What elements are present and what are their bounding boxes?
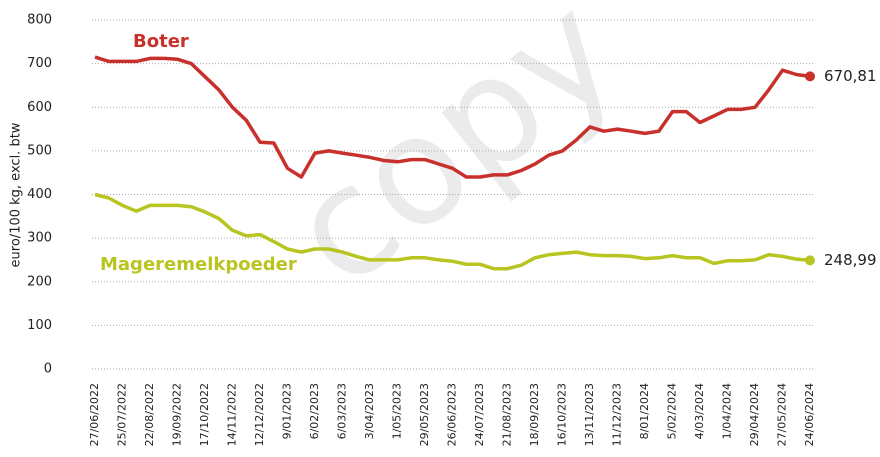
x-tick-label: 16/10/2023 bbox=[556, 383, 569, 446]
y-tick-label: 200 bbox=[27, 274, 52, 289]
series-line bbox=[94, 192, 811, 271]
x-tick-label: 1/04/2024 bbox=[721, 383, 734, 439]
x-tick-label: 14/11/2022 bbox=[226, 383, 239, 446]
x-tick-label: 1/05/2023 bbox=[391, 383, 404, 439]
y-tick-label: 300 bbox=[27, 231, 52, 246]
x-tick-label: 26/06/2023 bbox=[446, 383, 459, 446]
x-tick-label: 3/04/2023 bbox=[363, 383, 376, 439]
x-tick-label: 5/02/2024 bbox=[666, 383, 679, 439]
x-tick-label: 27/06/2022 bbox=[88, 383, 101, 446]
x-tick-label: 22/08/2022 bbox=[143, 383, 156, 446]
x-tick-label: 27/05/2024 bbox=[776, 383, 789, 446]
x-tick-label: 6/03/2023 bbox=[336, 383, 349, 439]
watermark: copy bbox=[259, 0, 648, 321]
x-tick-label: 21/08/2023 bbox=[501, 383, 514, 446]
value-label: 248,99 bbox=[824, 251, 877, 269]
series-label: Mageremelkpoeder bbox=[100, 254, 297, 275]
y-tick-label: 700 bbox=[27, 56, 52, 71]
x-tick-label: 25/07/2022 bbox=[116, 383, 129, 446]
x-tick-label: 18/09/2023 bbox=[528, 383, 541, 446]
x-tick-label: 24/07/2023 bbox=[473, 383, 486, 446]
x-tick-label: 29/05/2023 bbox=[418, 383, 431, 446]
x-tick-label: 6/02/2023 bbox=[308, 383, 321, 439]
y-tick-label: 600 bbox=[27, 100, 52, 115]
x-tick-label: 8/01/2024 bbox=[638, 383, 651, 439]
y-tick-label: 500 bbox=[27, 143, 52, 158]
x-tick-label: 24/06/2024 bbox=[803, 383, 816, 446]
series-label: Boter bbox=[133, 31, 189, 52]
x-tick-label: 11/12/2023 bbox=[611, 383, 624, 446]
y-tick-label: 400 bbox=[27, 187, 52, 202]
end-marker bbox=[805, 255, 815, 266]
end-marker bbox=[805, 71, 815, 82]
series-line bbox=[94, 55, 811, 179]
value-label: 670,81 bbox=[824, 67, 877, 85]
x-tick-label: 19/09/2022 bbox=[171, 383, 184, 446]
y-tick-label: 100 bbox=[27, 318, 52, 333]
x-tick-label: 13/11/2023 bbox=[583, 383, 596, 446]
x-tick-label: 4/03/2024 bbox=[693, 383, 706, 439]
y-tick-label: 800 bbox=[27, 13, 52, 28]
x-tick-label: 9/01/2023 bbox=[281, 383, 294, 439]
x-tick-label: 17/10/2022 bbox=[198, 383, 211, 446]
x-tick-label: 29/04/2024 bbox=[748, 383, 761, 446]
y-axis-label: euro/100 kg, excl. btw bbox=[9, 122, 24, 267]
x-tick-label: 12/12/2022 bbox=[253, 383, 266, 446]
y-tick-label: 0 bbox=[44, 362, 52, 377]
